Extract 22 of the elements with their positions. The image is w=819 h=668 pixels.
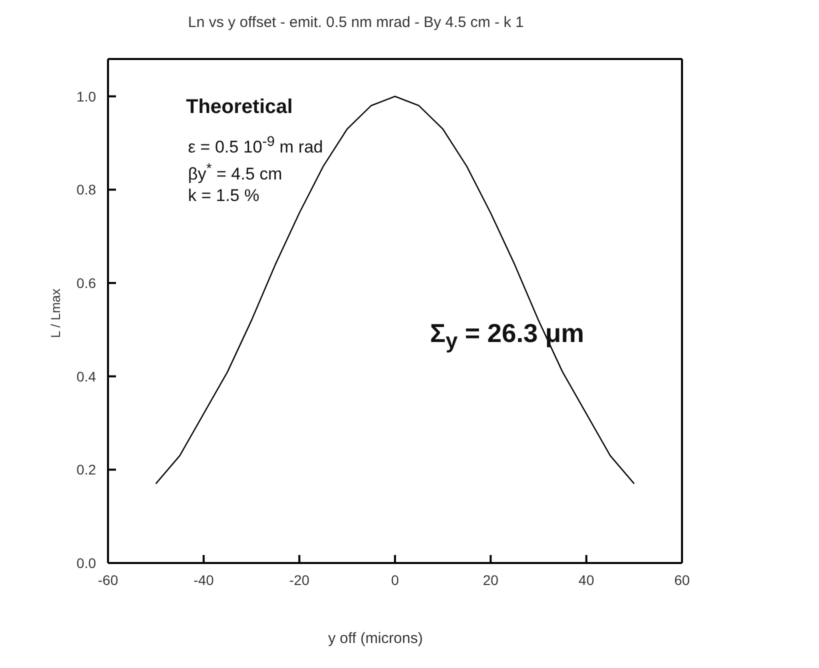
x-axis-title: y off (microns) [327,630,424,647]
annotation: Theoretical [186,96,293,119]
y-tick-label: 1.0 [76,88,96,104]
annotation: βy$^{*}$ = 4.5 cm [188,161,282,185]
x-tick-label: -20 [289,572,310,588]
y-tick-label: 0.0 [76,554,96,571]
x-tick-label: 0 [391,572,400,588]
y-axis-title: L / Lmax [48,288,63,338]
x-tick-label: -60 [98,572,118,588]
annotation: ε = 0.5 10$^{-9}$ m rad [188,134,323,158]
y-tick-label: 0.6 [76,274,96,291]
y-tick-label: 0.2 [76,462,96,478]
x-tick-label: 20 [482,572,499,588]
line-series [155,96,635,484]
chart-title: Ln vs y offset - emit. 0.5 nm mrad - By 4.5 cm - k 1 [188,14,524,31]
annotation: Σ$_{y}$ = 26.3 μm [430,318,584,354]
y-tick-label: 0.8 [76,182,96,198]
y-tick-label: 0.4 [76,368,96,384]
x-tick-label: 60 [674,572,690,588]
x-tick-label: -40 [194,572,214,588]
x-tick-label: 40 [578,572,594,588]
annotation: k = 1.5 % [188,186,260,206]
